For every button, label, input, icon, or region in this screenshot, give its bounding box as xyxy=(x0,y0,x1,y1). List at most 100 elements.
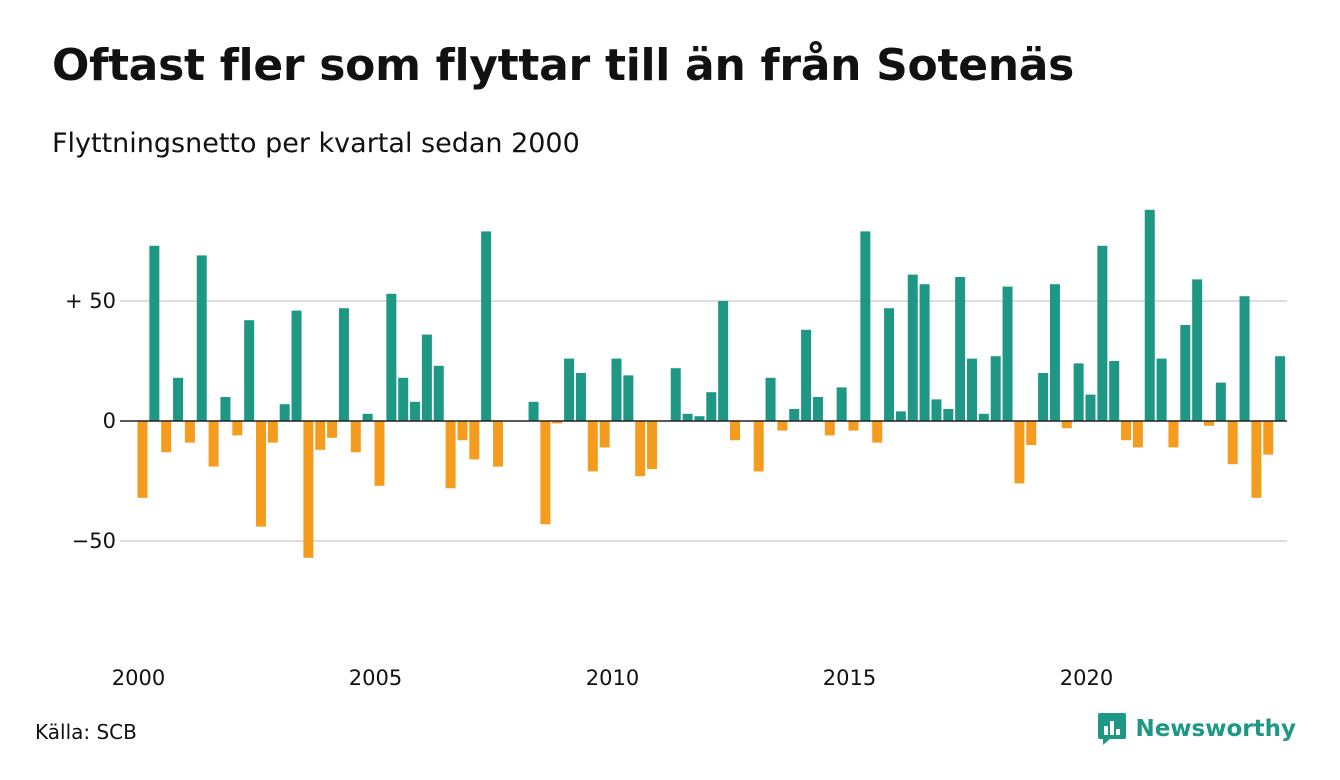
bar xyxy=(1038,373,1049,421)
bar xyxy=(623,375,634,421)
bar xyxy=(860,231,871,421)
bar xyxy=(1227,421,1238,465)
bar xyxy=(350,421,361,453)
bar xyxy=(184,421,195,443)
bar xyxy=(528,401,539,421)
bar xyxy=(919,284,930,421)
bar xyxy=(386,293,397,421)
bar xyxy=(611,358,622,421)
bar xyxy=(362,413,373,421)
bar xyxy=(338,308,349,421)
bar xyxy=(1132,421,1143,448)
bar xyxy=(552,421,563,424)
bar xyxy=(1121,421,1132,441)
bar xyxy=(1251,421,1262,498)
bar xyxy=(718,301,729,421)
brand-name: Newsworthy xyxy=(1135,716,1296,742)
bar xyxy=(599,421,610,448)
x-axis-labels: 2000 2005 2010 2015 2020 xyxy=(112,666,1113,690)
bar xyxy=(1026,421,1037,445)
x-tick-label: 2020 xyxy=(1060,666,1113,690)
bar xyxy=(1109,361,1120,421)
bar xyxy=(457,421,468,441)
bar xyxy=(872,421,883,443)
bar xyxy=(575,373,586,421)
bar xyxy=(1073,363,1084,421)
bar xyxy=(493,421,503,467)
bar xyxy=(469,421,480,460)
bar xyxy=(753,421,764,472)
bar xyxy=(990,356,1001,421)
y-tick-label: −50 xyxy=(72,529,116,553)
bar-chart-speech-bubble-icon xyxy=(1098,713,1127,745)
bar xyxy=(220,397,231,421)
bar xyxy=(836,387,847,421)
bar xyxy=(789,409,800,421)
bar xyxy=(315,421,326,450)
bar xyxy=(421,334,432,421)
y-tick-label: 0 xyxy=(103,409,116,433)
bar xyxy=(1144,209,1155,421)
bar xyxy=(398,377,409,421)
bar xyxy=(445,421,456,489)
chart-title: Oftast fler som flyttar till än från Sot… xyxy=(52,40,1075,91)
bar xyxy=(327,421,338,438)
bar xyxy=(706,392,717,421)
bar xyxy=(1014,421,1025,484)
bar xyxy=(291,310,302,421)
bar xyxy=(196,255,207,421)
bar xyxy=(955,277,966,421)
bar xyxy=(812,397,823,421)
bar xyxy=(410,401,421,421)
bar xyxy=(1192,279,1203,421)
bar xyxy=(267,421,278,443)
bar xyxy=(564,358,575,421)
bar xyxy=(149,245,160,421)
bar xyxy=(1061,421,1072,429)
bar xyxy=(208,421,219,467)
bar xyxy=(1168,421,1179,448)
bar xyxy=(173,377,184,421)
bar xyxy=(1275,356,1286,421)
bar xyxy=(730,421,740,441)
chart-subtitle: Flyttningsnetto per kvartal sedan 2000 xyxy=(52,128,580,159)
bar xyxy=(433,365,444,421)
bar xyxy=(1097,245,1108,421)
bar xyxy=(161,421,172,453)
bar xyxy=(279,404,290,421)
bar-chart: + 50 0 −50 2000 2005 2010 2015 2020 xyxy=(65,209,1287,690)
bar xyxy=(967,358,977,421)
source-note: Källa: SCB xyxy=(35,720,137,744)
bar xyxy=(635,421,646,477)
x-tick-label: 2015 xyxy=(823,666,876,690)
bar xyxy=(1002,286,1013,421)
bar xyxy=(587,421,598,472)
bar xyxy=(1085,394,1096,421)
bar xyxy=(244,320,255,421)
bar xyxy=(540,421,551,525)
x-tick-label: 2005 xyxy=(349,666,402,690)
bar xyxy=(1215,382,1226,421)
bar xyxy=(1049,284,1060,421)
bar xyxy=(1263,421,1274,455)
bar xyxy=(1204,421,1214,426)
grid-lines xyxy=(120,300,1287,542)
bar xyxy=(848,421,859,431)
bar xyxy=(374,421,385,486)
bar xyxy=(682,413,693,421)
bar xyxy=(931,399,942,421)
bar xyxy=(670,368,681,421)
x-tick-label: 2010 xyxy=(586,666,639,690)
bar xyxy=(137,421,148,498)
bar xyxy=(907,274,918,421)
bar xyxy=(895,411,906,421)
y-tick-label: + 50 xyxy=(65,289,116,313)
bar xyxy=(303,421,314,558)
x-tick-label: 2000 xyxy=(112,666,165,690)
brand-logo[interactable]: Newsworthy xyxy=(1097,712,1296,746)
bar xyxy=(884,308,895,421)
bar xyxy=(647,421,658,469)
bars xyxy=(120,209,1287,558)
bar xyxy=(256,421,266,527)
bar xyxy=(1156,358,1167,421)
